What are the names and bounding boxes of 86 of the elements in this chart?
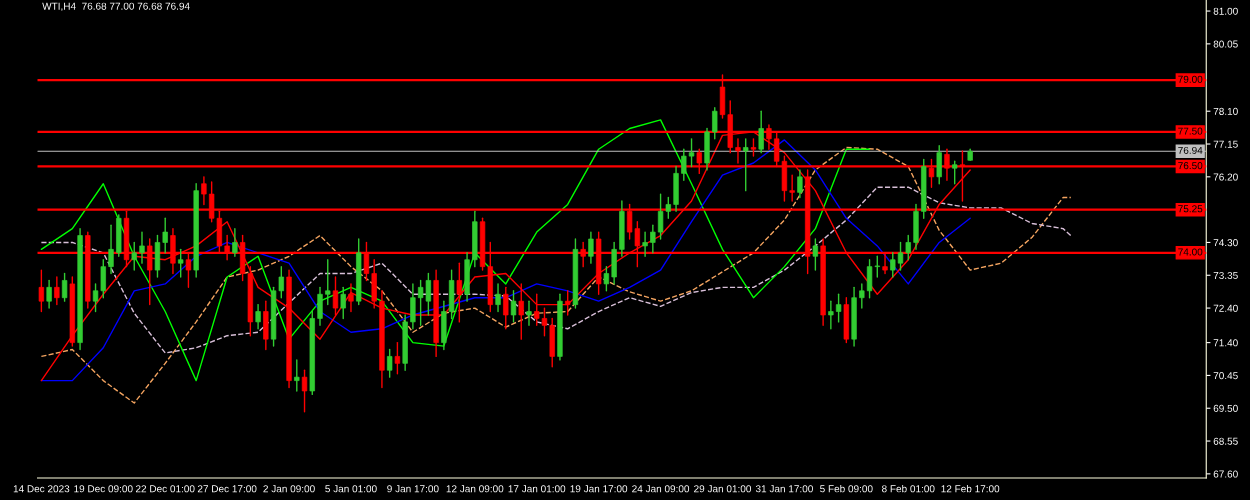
candlestick bbox=[348, 283, 354, 313]
candlestick bbox=[503, 286, 509, 330]
candlestick bbox=[859, 283, 865, 309]
x-tick-label: 14 Dec 2023 bbox=[13, 485, 70, 493]
x-tick-label: 24 Jan 09:00 bbox=[632, 485, 690, 493]
y-tick-label: 76.20 bbox=[1213, 173, 1238, 181]
candlestick bbox=[108, 224, 114, 275]
candlestick bbox=[789, 174, 795, 202]
candlestick bbox=[332, 276, 339, 316]
candlestick bbox=[54, 276, 60, 306]
candlestick bbox=[642, 231, 648, 257]
candlestick bbox=[588, 231, 594, 264]
candlestick bbox=[688, 138, 695, 168]
candlestick bbox=[387, 348, 393, 378]
candlestick bbox=[294, 359, 300, 392]
y-tick-label: 74.30 bbox=[1213, 239, 1238, 247]
ref-line-label: 74.00 bbox=[1178, 248, 1203, 256]
candlestick bbox=[301, 369, 308, 413]
chart-title: WTI,H4 76.68 77.00 76.68 76.94 bbox=[42, 2, 190, 11]
x-tick-label: 5 Feb 09:00 bbox=[820, 484, 873, 493]
y-tick-label: 81.00 bbox=[1213, 7, 1238, 15]
candlestick bbox=[712, 107, 718, 140]
candlestick bbox=[495, 283, 501, 313]
ref-line-label: 76.94 bbox=[1178, 146, 1203, 154]
y-tick-label: 69.50 bbox=[1213, 404, 1238, 412]
y-tick-label: 70.45 bbox=[1213, 372, 1238, 380]
candlestick bbox=[650, 224, 656, 254]
candlestick bbox=[61, 272, 68, 302]
candlestick bbox=[797, 169, 803, 199]
x-tick-label: 12 Feb 17:00 bbox=[941, 484, 1000, 493]
x-tick-label: 27 Dec 17:00 bbox=[197, 485, 257, 493]
candlestick bbox=[340, 286, 346, 320]
y-tick-label: 67.60 bbox=[1213, 470, 1238, 478]
candlestick bbox=[38, 269, 45, 313]
candlestick bbox=[139, 231, 145, 264]
x-tick-label: 2 Jan 09:00 bbox=[263, 485, 315, 493]
candlestick bbox=[456, 262, 463, 323]
y-tick-label: 72.40 bbox=[1213, 304, 1238, 312]
candlestick bbox=[890, 252, 896, 278]
candlestick bbox=[905, 234, 911, 261]
candlestick bbox=[541, 307, 548, 337]
ref-line-label: 77.50 bbox=[1178, 127, 1203, 135]
candlestick bbox=[565, 290, 571, 316]
y-tick-label: 77.15 bbox=[1213, 140, 1238, 148]
y-tick-label: 68.55 bbox=[1213, 437, 1238, 445]
candlestick bbox=[828, 300, 834, 330]
ref-line-label: 76.50 bbox=[1178, 162, 1203, 170]
candlestick bbox=[201, 176, 207, 206]
candlestick bbox=[131, 241, 137, 271]
line-series bbox=[40, 186, 1072, 354]
candlestick bbox=[325, 259, 331, 306]
candlestick bbox=[178, 248, 184, 278]
y-tick-label: 78.10 bbox=[1213, 107, 1238, 115]
candlestick bbox=[897, 241, 904, 271]
x-tick-label: 5 Jan 01:00 bbox=[325, 485, 377, 493]
candlestick bbox=[232, 227, 238, 257]
candlestick bbox=[162, 217, 168, 254]
x-tick-label: 12 Jan 09:00 bbox=[446, 485, 504, 493]
candlestick bbox=[394, 341, 401, 375]
x-tick-label: 19 Dec 09:00 bbox=[74, 485, 133, 493]
x-tick-label: 19 Jan 17:00 bbox=[570, 485, 628, 493]
candlestick bbox=[812, 238, 819, 271]
ref-line-label: 79.00 bbox=[1178, 75, 1203, 83]
candlestick bbox=[835, 293, 842, 323]
candlestick bbox=[534, 293, 540, 327]
line-series bbox=[40, 146, 1072, 404]
x-tick-label: 17 Jan 01:00 bbox=[508, 485, 566, 493]
x-tick-label: 8 Feb 01:00 bbox=[882, 484, 935, 493]
y-tick-label: 71.40 bbox=[1213, 339, 1238, 347]
x-tick-label: 9 Jan 17:00 bbox=[387, 485, 439, 493]
candlestick bbox=[510, 290, 517, 323]
candlestick bbox=[758, 110, 764, 154]
candlestick bbox=[952, 160, 958, 185]
candlestick bbox=[255, 303, 261, 330]
ref-line-label: 75.25 bbox=[1178, 205, 1203, 213]
candlestick bbox=[518, 283, 524, 340]
y-tick-label: 80.05 bbox=[1213, 40, 1238, 48]
candlestick bbox=[46, 279, 52, 309]
x-tick-label: 31 Jan 17:00 bbox=[755, 485, 813, 493]
candlestick bbox=[743, 138, 749, 192]
candlestick bbox=[603, 265, 610, 292]
x-tick-label: 29 Jan 01:00 bbox=[694, 485, 752, 493]
candlestick bbox=[526, 300, 532, 327]
y-tick-label: 73.35 bbox=[1213, 271, 1238, 279]
candlestick bbox=[681, 148, 687, 181]
x-tick-label: 22 Dec 01:00 bbox=[135, 485, 195, 493]
